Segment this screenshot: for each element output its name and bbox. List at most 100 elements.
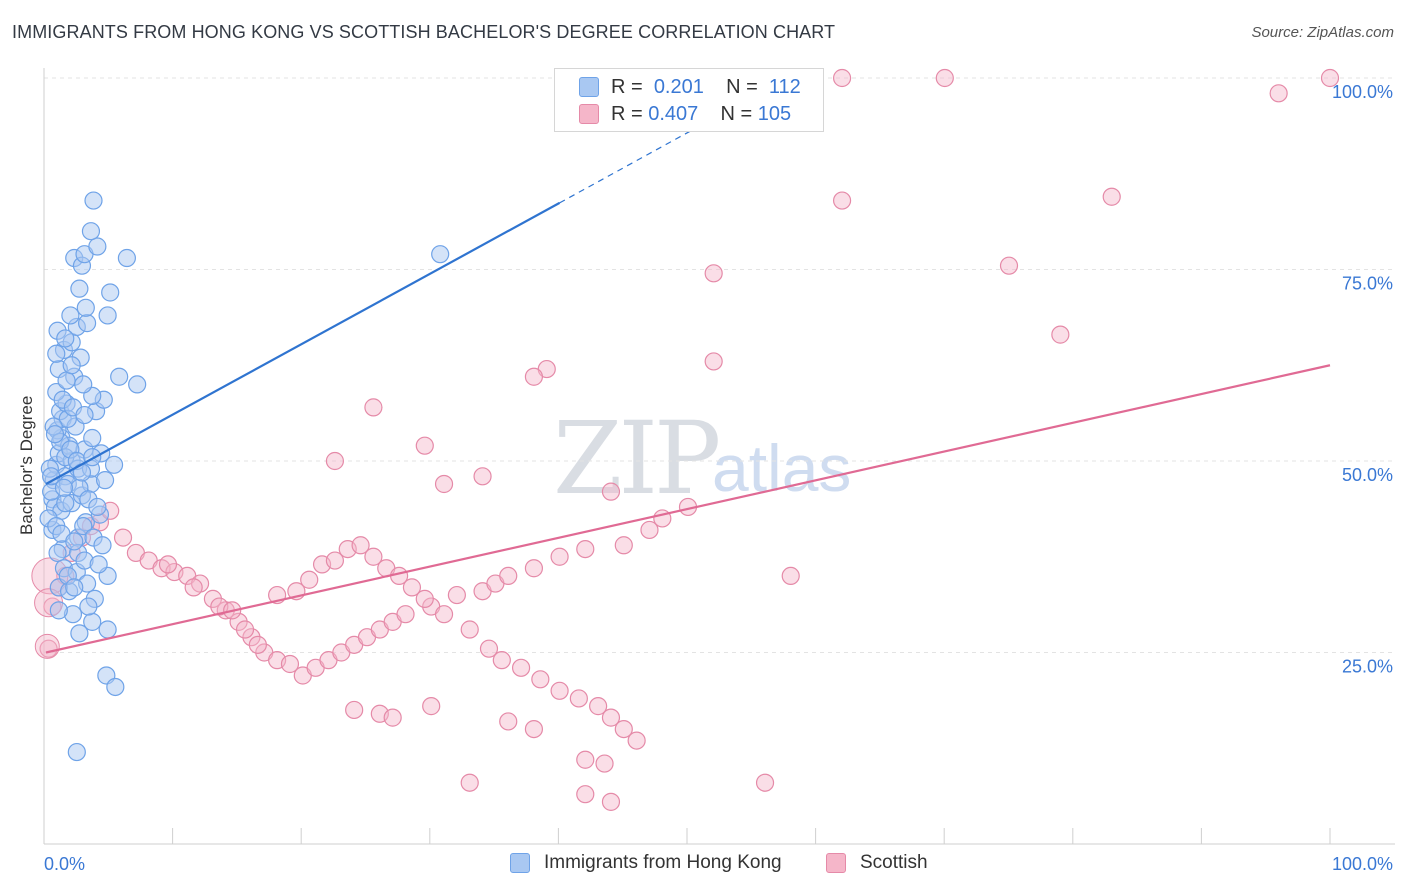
data-point-scottish: [300, 570, 319, 589]
data-point-hong-kong: [77, 314, 97, 333]
source-credit: Source: ZipAtlas.com: [1251, 24, 1394, 41]
data-point-scottish: [524, 719, 544, 739]
data-point-hong-kong: [45, 425, 65, 444]
data-point-hong-kong: [106, 677, 125, 697]
data-point-scottish: [460, 620, 479, 639]
data-point-hong-kong: [47, 344, 66, 363]
data-point-scottish: [460, 773, 479, 792]
data-point-hong-kong: [89, 555, 108, 574]
data-point-hong-kong: [104, 455, 124, 474]
data-point-scottish: [325, 451, 344, 471]
data-point-scottish: [184, 578, 203, 597]
data-point-scottish: [351, 536, 370, 555]
data-point-scottish: [1269, 84, 1288, 103]
data-point-scottish: [325, 551, 344, 570]
data-point-scottish: [434, 474, 454, 494]
watermark-zip: ZIP: [553, 400, 721, 517]
data-point-hong-kong: [49, 601, 68, 620]
legend-row-scottish: R = 0.407 N = 105: [579, 102, 791, 126]
data-point-scottish: [1051, 325, 1070, 344]
bottom-legend-label-scottish: Scottish: [860, 852, 928, 873]
data-point-hong-kong: [101, 283, 120, 302]
data-point-scottish: [434, 605, 454, 624]
data-point-hong-kong: [79, 597, 98, 616]
data-point-hong-kong: [81, 222, 101, 241]
data-point-scottish: [1320, 68, 1340, 88]
data-point-scottish: [415, 436, 434, 455]
data-point-scottish: [935, 68, 954, 88]
data-point-scottish: [999, 256, 1019, 275]
data-point-hong-kong: [75, 405, 94, 425]
bottom-legend-scottish: Scottish: [826, 852, 928, 874]
data-point-hong-kong: [65, 532, 84, 551]
data-point-scottish: [415, 589, 434, 608]
data-point-scottish: [479, 639, 499, 658]
y-tick-label: 100.0%: [1332, 82, 1393, 102]
data-point-scottish: [473, 467, 492, 486]
data-point-hong-kong: [65, 578, 84, 597]
watermark-atlas: atlas: [712, 431, 852, 505]
data-point-scottish: [531, 670, 550, 689]
data-point-hong-kong: [93, 536, 112, 555]
y-tick-label: 75.0%: [1342, 274, 1393, 294]
data-point-scottish: [704, 352, 723, 371]
data-point-scottish: [248, 635, 267, 654]
data-point-scottish: [364, 547, 383, 566]
legend-n-value: 112: [768, 75, 801, 98]
legend-r-value: 0.407: [648, 102, 699, 125]
data-point-scottish: [524, 559, 544, 578]
data-point-hong-kong: [70, 624, 89, 643]
data-point-scottish: [704, 264, 723, 283]
data-point-hong-kong: [95, 471, 115, 490]
y-tick-label: 50.0%: [1342, 465, 1393, 485]
data-point-scottish: [235, 620, 255, 639]
legend-r-value: 0.201: [653, 75, 704, 98]
data-point-scottish: [550, 547, 569, 566]
legend-n-label: N =: [720, 102, 753, 125]
stats-legend: R = 0.201 N = 112 R = 0.407 N = 105: [554, 68, 824, 132]
data-point-scottish: [499, 566, 518, 586]
trendline-scottish: [45, 364, 1331, 654]
data-point-scottish: [280, 654, 300, 674]
data-point-scottish: [550, 681, 569, 700]
data-point-scottish: [601, 482, 621, 501]
data-point-scottish: [832, 68, 852, 88]
data-point-scottish: [576, 785, 595, 804]
data-point-hong-kong: [88, 237, 107, 256]
data-point-scottish: [589, 697, 608, 716]
bottom-legend-label-hong-kong: Immigrants from Hong Kong: [544, 852, 782, 873]
data-point-hong-kong: [74, 375, 93, 394]
y-axis-label: Bachelor's Degree: [17, 395, 36, 535]
data-point-scottish: [492, 651, 511, 670]
data-point-scottish: [640, 520, 659, 540]
data-point-scottish: [113, 528, 133, 547]
bottom-legend-swatch-scottish: [826, 853, 846, 873]
legend-row-hong-kong: R = 0.201 N = 112: [579, 75, 801, 99]
data-point-scottish: [39, 639, 58, 658]
data-point-hong-kong: [57, 371, 76, 390]
data-point-scottish: [383, 708, 402, 727]
data-point-hong-kong: [76, 298, 95, 317]
data-point-hong-kong: [61, 306, 80, 325]
data-point-scottish: [422, 697, 441, 716]
trendline-hong-kong: [45, 201, 561, 485]
legend-n-label: N =: [726, 75, 758, 98]
data-point-hong-kong: [62, 356, 81, 375]
data-point-scottish: [595, 754, 614, 773]
data-point-scottish: [524, 367, 544, 386]
data-point-scottish: [601, 792, 621, 811]
data-point-hong-kong: [128, 375, 147, 394]
data-point-scottish: [447, 585, 466, 605]
data-point-scottish: [576, 750, 595, 769]
legend-n-value: 105: [757, 102, 792, 125]
data-point-hong-kong: [117, 248, 136, 268]
data-point-scottish: [614, 719, 633, 739]
chart-title: IMMIGRANTS FROM HONG KONG VS SCOTTISH BA…: [12, 22, 836, 42]
data-point-hong-kong: [84, 191, 103, 210]
bottom-legend-swatch-hong-kong: [510, 853, 530, 873]
data-point-scottish-cluster: [34, 633, 60, 659]
data-point-scottish: [1102, 187, 1121, 206]
data-point-hong-kong: [70, 279, 89, 298]
data-point-hong-kong: [110, 367, 129, 386]
